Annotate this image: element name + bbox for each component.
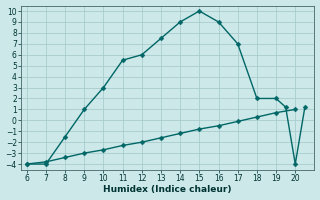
X-axis label: Humidex (Indice chaleur): Humidex (Indice chaleur): [103, 185, 232, 194]
